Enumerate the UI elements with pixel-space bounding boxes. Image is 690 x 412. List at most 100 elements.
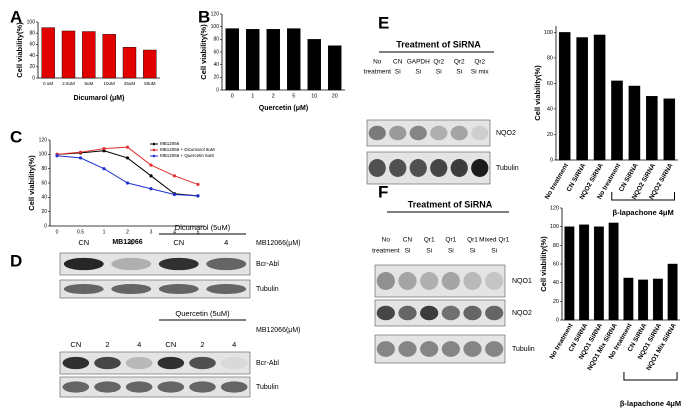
point xyxy=(102,147,106,151)
bar xyxy=(245,29,260,91)
x-tick-label: 0 xyxy=(231,93,234,99)
band xyxy=(463,272,482,290)
x-tick-label: 25uM xyxy=(124,81,136,86)
band xyxy=(420,341,439,357)
y-tick-label: 0 xyxy=(32,75,35,81)
band xyxy=(471,159,489,177)
x-tick-label: 1 xyxy=(251,93,254,99)
band xyxy=(368,125,386,141)
lane-label: Si xyxy=(426,248,432,255)
bar xyxy=(327,45,342,91)
bar xyxy=(143,49,157,79)
band xyxy=(111,257,152,271)
y-tick-label: 20 xyxy=(547,132,553,138)
lane-label: Mixed Qr1 xyxy=(479,237,509,244)
y-axis-label: Cell viability(%) xyxy=(27,155,36,211)
y-tick-label: 60 xyxy=(553,261,559,267)
band xyxy=(420,305,439,321)
legend-label: MB12066 + Quercetin 5uM xyxy=(160,153,214,158)
blot-strip xyxy=(366,151,491,185)
bar xyxy=(41,27,55,79)
panel-letter: B xyxy=(198,7,210,26)
y-axis-label: Cell viability(%) xyxy=(539,236,548,292)
band xyxy=(398,305,417,321)
x-tick-label: 5 xyxy=(292,93,295,99)
lane-label: Si mix xyxy=(471,69,489,76)
band xyxy=(430,159,448,177)
row-label: Bcr-Abl xyxy=(256,360,279,367)
y-tick-label: 60 xyxy=(41,180,47,186)
x-tick-label: 0.5 xyxy=(77,229,84,235)
x-tick-label: 50uM xyxy=(144,81,156,86)
band xyxy=(409,125,427,141)
band xyxy=(189,381,216,393)
lane-label: Qr1 xyxy=(445,237,456,244)
y-tick-label: 60 xyxy=(547,81,553,87)
bar xyxy=(638,279,649,321)
point xyxy=(55,154,59,158)
x-tick-label: 2 xyxy=(272,93,275,99)
blot-title: Treatment of SiRNA xyxy=(396,39,481,49)
bar xyxy=(628,85,641,161)
y-axis-label: Cell viability(%) xyxy=(15,22,24,78)
y-tick-label: 60 xyxy=(29,42,35,48)
x-tick-label: 2.5uM xyxy=(62,81,75,86)
blot-header: Quercetin (5uM) xyxy=(175,309,230,318)
blot-strip xyxy=(374,299,506,327)
lane-label: Si xyxy=(405,248,411,255)
bar xyxy=(652,278,663,321)
band xyxy=(62,356,90,370)
y-tick-label: 80 xyxy=(41,166,47,172)
y-tick-label: 40 xyxy=(29,53,35,59)
y-tick-label: 0 xyxy=(44,223,47,229)
lane-label: Qr1 xyxy=(467,237,478,244)
panel-letter: D xyxy=(10,251,22,270)
blot-strip xyxy=(374,334,506,364)
x-tick-label: 5uM xyxy=(84,81,93,86)
row-label: NQO2 xyxy=(496,130,516,137)
band xyxy=(125,381,153,393)
legend-marker xyxy=(152,148,156,152)
band xyxy=(125,356,153,370)
y-axis-label: Cell viability(%) xyxy=(199,24,208,80)
y-tick-label: 80 xyxy=(29,31,35,37)
bar xyxy=(564,226,575,321)
band xyxy=(111,283,152,295)
y-tick-label: 100 xyxy=(39,152,48,158)
lane-label: 2 xyxy=(105,340,109,349)
point xyxy=(196,194,200,198)
lane-label: 2 xyxy=(200,340,204,349)
band xyxy=(398,341,417,357)
row-label: Bcr-Abl xyxy=(256,261,279,268)
bar xyxy=(307,39,322,91)
lane-label: CN xyxy=(173,238,184,247)
x-axis-label: Dicumarol (μM) xyxy=(74,95,125,102)
band xyxy=(157,356,185,370)
bar xyxy=(623,277,634,321)
point xyxy=(78,150,83,154)
band xyxy=(485,341,504,357)
point xyxy=(125,145,130,149)
band xyxy=(398,272,417,290)
band xyxy=(389,159,407,177)
band xyxy=(430,125,448,141)
bar xyxy=(646,95,658,161)
y-tick-label: 40 xyxy=(553,280,559,286)
panel-letter: C xyxy=(10,127,22,146)
band xyxy=(485,305,504,321)
blot-strip xyxy=(366,119,491,147)
band xyxy=(463,305,482,321)
annotation: β-lapachone 4μM xyxy=(613,208,674,217)
lane-label: GAPDH xyxy=(407,59,430,66)
bar xyxy=(102,34,116,79)
legend-label: MB12066 + Dicumarol 5uM xyxy=(160,147,215,152)
y-tick-label: 80 xyxy=(553,243,559,249)
point xyxy=(125,156,130,160)
band xyxy=(376,305,395,321)
band xyxy=(420,272,439,290)
lane-label: Si xyxy=(491,248,497,255)
band xyxy=(206,257,247,271)
row-label: Tubulin xyxy=(512,346,535,353)
x-tick-label: 10 xyxy=(311,93,317,99)
x-tick-label: 1 xyxy=(103,229,106,235)
